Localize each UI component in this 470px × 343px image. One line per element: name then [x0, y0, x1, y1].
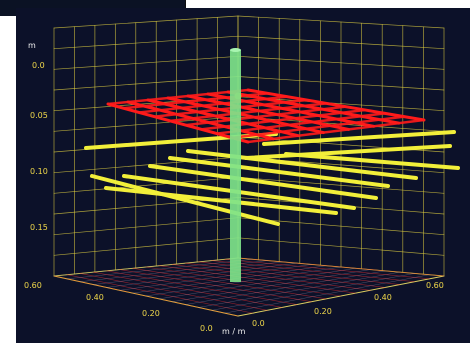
floor-mesh-line [158, 268, 356, 300]
floor-mesh-line [119, 269, 312, 303]
vertical-tick-2: 0.10 [30, 167, 48, 176]
red-layer-line [168, 102, 328, 123]
floor-mesh-line [93, 271, 283, 308]
wall-grid-line [237, 55, 445, 70]
green-column [230, 48, 241, 282]
floor-mesh-line [237, 275, 445, 317]
yellow-line [284, 152, 460, 170]
floor-mesh-line [224, 258, 430, 280]
floor-mesh-line [53, 275, 239, 317]
wall-grid-line [53, 217, 239, 236]
yellow-line [148, 164, 378, 200]
floor-mesh-line [171, 264, 371, 291]
yellow-line [104, 186, 338, 215]
floor-mesh-line [185, 262, 386, 288]
red-layer-line [122, 92, 269, 110]
vertical-tick-1: 0.05 [30, 111, 48, 120]
wall-grid-line [53, 156, 239, 174]
floor-mesh-line [145, 266, 342, 297]
red-layer-line [186, 94, 351, 131]
floor-mesh-line [198, 271, 401, 308]
plot-viewport[interactable]: 0.0 0.05 0.10 0.15 0.60 m 0.40 0.20 0.0 … [16, 8, 470, 343]
wall-grid-line [53, 15, 239, 29]
left-tick-2: 0.0 [200, 324, 213, 333]
floor-mesh-line [211, 260, 415, 283]
red-layer-line [215, 112, 387, 135]
right-tick-2: 0.40 [374, 293, 392, 302]
3d-plot: 0.0 0.05 0.10 0.15 0.60 m 0.40 0.20 0.0 … [24, 15, 460, 336]
wall-grid-line [237, 15, 445, 29]
yellow-line [186, 149, 418, 180]
vertical-tick-3: 0.15 [30, 223, 48, 232]
red-layer-line [226, 90, 401, 125]
red-layer-line [146, 98, 300, 138]
red-layer-line [166, 96, 325, 135]
right-tick-3: 0.60 [426, 281, 444, 290]
yellow-line [262, 130, 456, 146]
floor-mesh-line [145, 266, 342, 297]
wall-grid-line [237, 176, 445, 194]
right-axis-name: m / m [222, 327, 246, 336]
floor-mesh [53, 257, 445, 317]
red-layer-line [137, 95, 289, 114]
floor-mesh-line [224, 274, 430, 314]
red-layer-line [184, 105, 348, 127]
floor-mesh-line [66, 274, 254, 314]
floor-mesh-line [79, 273, 268, 311]
wall-grid-line [237, 35, 445, 50]
yellow-line [168, 156, 390, 188]
red-layer-line [200, 108, 367, 131]
vertical-tick-0: 0.0 [32, 61, 45, 70]
wall-grid-line [53, 35, 239, 50]
floor-mesh-line [172, 269, 371, 302]
yellow-line [244, 144, 452, 160]
yellow-lines [84, 130, 460, 226]
red-layer [106, 88, 426, 144]
wall-grid-line [53, 237, 239, 256]
floor-mesh-line [132, 267, 327, 300]
red-layer-line [246, 88, 426, 122]
wall-grid-line [237, 76, 445, 91]
wall-grid-line [53, 76, 239, 91]
left-tick-1: 0.20 [142, 309, 160, 318]
red-layer-line [246, 118, 426, 144]
red-layer-line [106, 102, 250, 144]
left-tick-0: 0.40 [86, 293, 104, 302]
red-layer-line [231, 115, 406, 140]
vertical-axis-name: m [28, 41, 36, 50]
right-tick-1: 0.20 [314, 307, 332, 316]
floor-mesh-line [237, 257, 445, 277]
red-layer-line [106, 88, 250, 106]
wall-grid-line [53, 176, 239, 194]
wall-grid-line [237, 237, 445, 256]
red-layer-line [126, 100, 275, 141]
yellow-line [90, 174, 280, 226]
vertical-tick-4: 0.60 [24, 281, 42, 290]
right-tick-0: 0.0 [252, 319, 265, 328]
wall-grid-line [53, 116, 239, 132]
floor-mesh-line [106, 270, 298, 305]
floor-mesh-line [185, 270, 386, 305]
floor-mesh-line [211, 273, 415, 311]
floor-mesh-line [158, 265, 357, 294]
wall-grid-line [53, 55, 239, 70]
